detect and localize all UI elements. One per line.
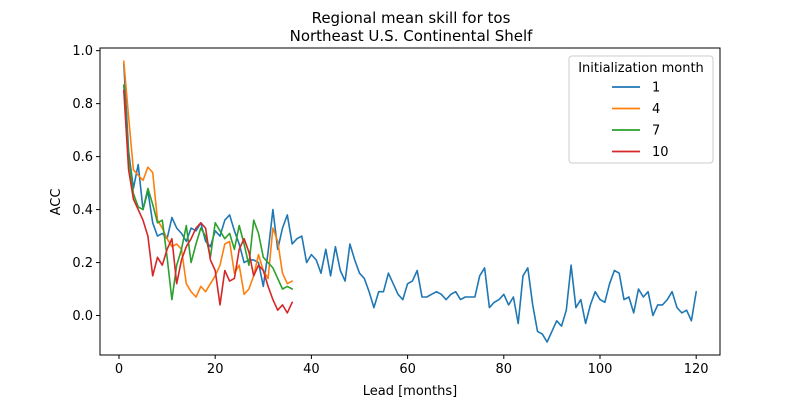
series-line-10 [123, 89, 294, 314]
legend-entries: 1 4 7 10 [612, 81, 669, 160]
chart-subtitle: Northeast U.S. Continental Shelf [290, 27, 534, 45]
y-tick-label: 0.0 [72, 309, 93, 324]
series-line-1 [123, 63, 698, 343]
y-tick-label: 0.2 [72, 256, 93, 271]
x-axis-label: Lead [months] [363, 384, 457, 399]
x-tick-label: 40 [303, 362, 320, 377]
chart-title: Regional mean skill for tos [312, 9, 511, 27]
x-tick-label: 120 [684, 362, 709, 377]
y-axis-label: ACC [49, 189, 64, 216]
x-tick-label: 100 [588, 362, 613, 377]
x-tick-label: 0 [115, 362, 123, 377]
x-tick-label: 20 [207, 362, 224, 377]
axes-layer: 0 20 40 60 80 100 120 0.0 0.2 0.4 0.6 0.8 1.0 [72, 44, 721, 377]
series-layer [123, 60, 698, 343]
legend-label-7: 7 [652, 124, 660, 139]
legend-label-1: 1 [652, 81, 660, 96]
y-tick-label: 0.8 [72, 97, 93, 112]
y-tick-label: 1.0 [72, 44, 93, 59]
legend-frame [568, 55, 714, 164]
y-tick-label: 0.6 [72, 150, 93, 165]
legend-label-10: 10 [652, 145, 669, 160]
legend-title: Initialization month [578, 61, 704, 76]
y-tick-label: 0.4 [72, 203, 93, 218]
x-tick-label: 80 [496, 362, 513, 377]
x-tick-label: 60 [399, 362, 416, 377]
legend: Initialization month 1 4 7 10 [568, 55, 714, 164]
axes-frame [99, 47, 721, 356]
legend-label-4: 4 [652, 102, 660, 117]
